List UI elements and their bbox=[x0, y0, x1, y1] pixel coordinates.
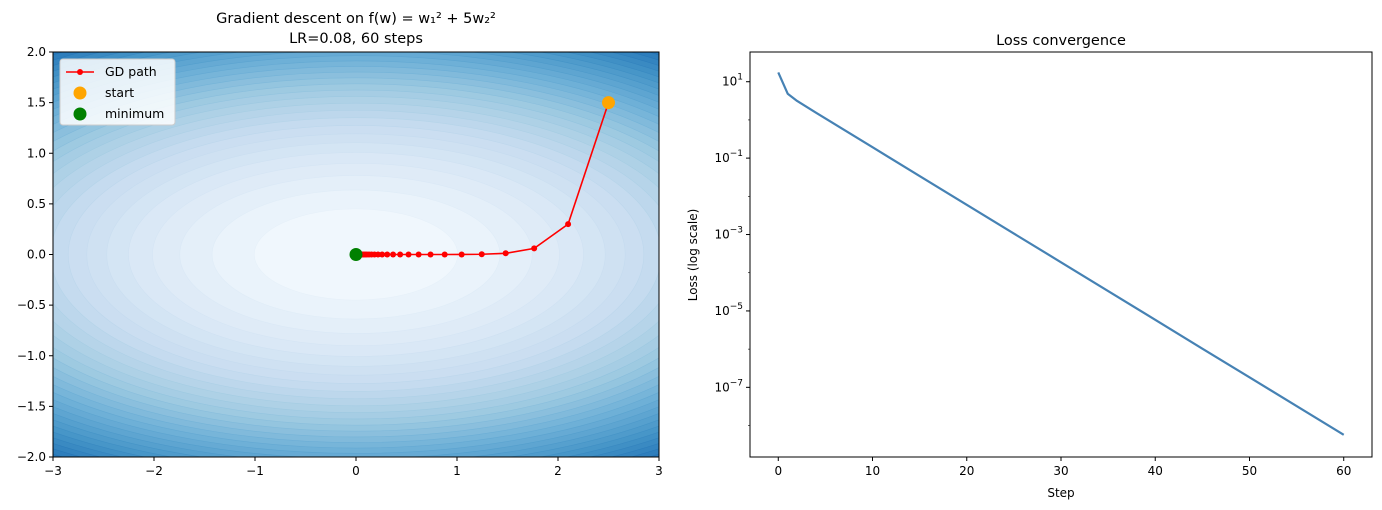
y-tick-label: 10−3 bbox=[714, 226, 743, 242]
minimum-marker bbox=[349, 248, 363, 261]
loss-ylabel: Loss (log scale) bbox=[686, 209, 700, 302]
y-tick-label: −2.0 bbox=[17, 450, 46, 464]
loss-title: Loss convergence bbox=[996, 33, 1126, 49]
x-tick-label: 20 bbox=[959, 464, 974, 478]
contour-title: Gradient descent on f(w) = w₁² + 5w₂² bbox=[216, 11, 496, 27]
legend-dot-icon bbox=[77, 69, 83, 75]
y-tick-label: 1.0 bbox=[27, 146, 46, 160]
contour-y-axis: 2.0 1.5 1.0 0.5 0.0 −0.5 −1.0 −1.5 −2.0 bbox=[17, 45, 53, 464]
contour-legend: GD path start minimum bbox=[59, 58, 176, 126]
loss-x-axis: 0 10 20 30 40 50 60 bbox=[774, 457, 1351, 478]
y-tick-label: 10−7 bbox=[714, 378, 743, 394]
y-tick-label: −1.5 bbox=[17, 399, 46, 413]
legend-minimum: minimum bbox=[105, 106, 164, 121]
x-tick-label: 0 bbox=[352, 464, 360, 478]
y-tick-label: 10−1 bbox=[714, 149, 743, 165]
x-tick-label: 10 bbox=[865, 464, 880, 478]
y-tick-label: 101 bbox=[722, 73, 743, 89]
legend-start: start bbox=[105, 85, 134, 100]
loss-panel: Loss convergence 0 10 20 30 40 50 60 10110−110… bbox=[686, 33, 1373, 500]
loss-xlabel: Step bbox=[1047, 486, 1074, 500]
y-tick-label: −1.0 bbox=[17, 349, 46, 363]
legend-minimum-icon bbox=[73, 107, 87, 121]
y-tick-label: 1.5 bbox=[27, 96, 46, 110]
y-tick-label: 2.0 bbox=[27, 45, 46, 59]
x-tick-label: 60 bbox=[1336, 464, 1351, 478]
x-tick-label: 40 bbox=[1148, 464, 1163, 478]
contour-panel: Gradient descent on f(w) = w₁² + 5w₂² LR… bbox=[17, 11, 663, 478]
x-tick-label: 30 bbox=[1053, 464, 1068, 478]
loss-series bbox=[777, 71, 1345, 436]
y-tick-label: −0.5 bbox=[17, 298, 46, 312]
x-tick-label: −3 bbox=[44, 464, 62, 478]
x-tick-label: 2 bbox=[554, 464, 562, 478]
x-tick-label: 1 bbox=[453, 464, 461, 478]
gd-path-series bbox=[349, 96, 615, 261]
legend-gd-path: GD path bbox=[105, 64, 157, 79]
contour-subtitle: LR=0.08, 60 steps bbox=[289, 31, 423, 47]
x-tick-label: 0 bbox=[774, 464, 782, 478]
loss-y-axis: 101 10−1 10−3 10−5 10−7 bbox=[714, 73, 750, 426]
y-tick-label: 0.0 bbox=[27, 248, 46, 262]
y-tick-label: 0.5 bbox=[27, 197, 46, 211]
contour-x-axis: −3 −2 −1 0 1 2 3 bbox=[44, 457, 663, 478]
x-tick-label: −2 bbox=[145, 464, 163, 478]
x-tick-label: 3 bbox=[655, 464, 663, 478]
start-marker bbox=[602, 96, 615, 110]
legend-start-icon bbox=[73, 86, 87, 100]
x-tick-label: 50 bbox=[1242, 464, 1257, 478]
y-tick-label: 10−5 bbox=[714, 302, 743, 318]
x-tick-label: −1 bbox=[246, 464, 264, 478]
